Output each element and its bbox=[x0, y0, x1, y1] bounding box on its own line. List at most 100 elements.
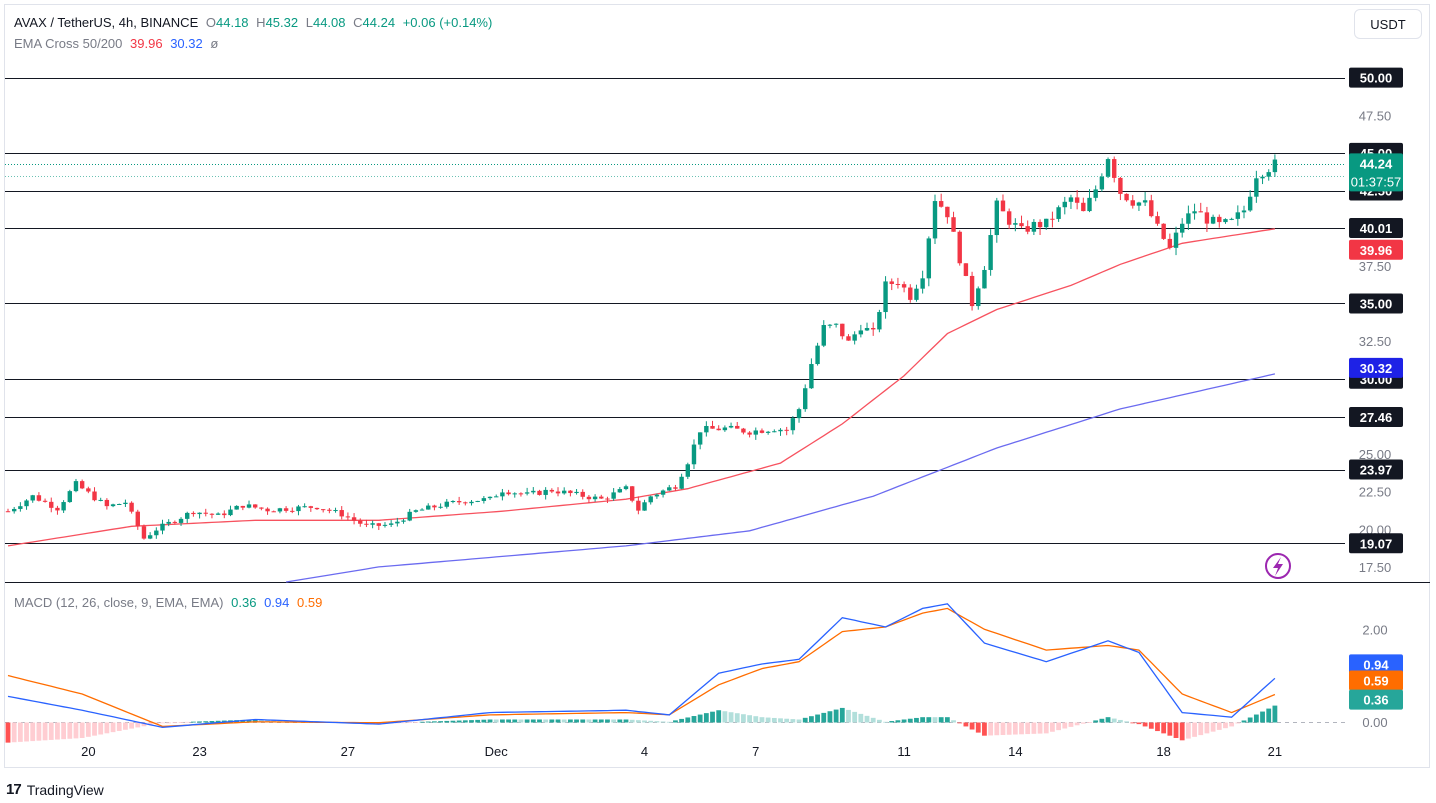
countdown-text: 01:37:57 bbox=[1351, 174, 1402, 189]
macd-hist-bar bbox=[432, 721, 437, 723]
macd-hist-bar bbox=[1050, 722, 1055, 732]
ema50-badge-bg bbox=[1349, 239, 1403, 260]
candle-body bbox=[222, 513, 227, 516]
candle-body bbox=[308, 506, 314, 508]
macd-hist-bar bbox=[469, 720, 474, 723]
macd-hist-bar bbox=[642, 720, 647, 723]
macd-hist-bar bbox=[895, 720, 901, 723]
macd-hist-bar bbox=[481, 719, 487, 723]
macd-hist-bar bbox=[153, 722, 159, 724]
macd-hist-bar bbox=[833, 709, 839, 723]
candle-body bbox=[197, 512, 202, 515]
candle-body bbox=[444, 501, 449, 507]
candle-body bbox=[790, 418, 796, 431]
ema-label[interactable]: EMA Cross 50/200 bbox=[14, 36, 123, 51]
candle-body bbox=[549, 489, 555, 492]
macd-line bbox=[7, 603, 1276, 729]
candle-body bbox=[629, 486, 635, 501]
candle-body bbox=[55, 507, 60, 511]
macd-hist-bar bbox=[1000, 722, 1006, 735]
candle-body bbox=[215, 513, 221, 515]
candle-body bbox=[1241, 210, 1247, 213]
candle-body bbox=[358, 520, 363, 524]
level-badge-text: 27.46 bbox=[1360, 410, 1393, 425]
macd-hist-bar bbox=[36, 722, 42, 741]
macd-hist-bar bbox=[543, 719, 549, 723]
macd-hist-bar bbox=[784, 718, 790, 723]
macd-hist-bar bbox=[963, 722, 969, 727]
level-badge-bg bbox=[1349, 533, 1403, 554]
currency-button[interactable]: USDT bbox=[1354, 9, 1422, 39]
macd-hist-bar bbox=[203, 721, 209, 723]
macd-hist-bar bbox=[1229, 722, 1235, 727]
candle-body bbox=[1161, 223, 1166, 239]
macd-hist-bar bbox=[703, 713, 709, 723]
macd-hist-bar bbox=[555, 719, 561, 723]
candle-body bbox=[512, 493, 517, 495]
candle-body bbox=[1272, 159, 1278, 173]
hist-badge-bg bbox=[1349, 689, 1403, 710]
macd-hist-bar bbox=[537, 719, 542, 723]
candle-body bbox=[61, 502, 66, 511]
candle-body bbox=[735, 425, 740, 429]
macd-hist-bar bbox=[1241, 720, 1247, 723]
macd-hist-bar bbox=[753, 716, 759, 723]
candle-body bbox=[203, 512, 208, 514]
candle-body bbox=[741, 428, 746, 433]
macd-hist-bar bbox=[815, 714, 820, 723]
level-badge-text: 40.01 bbox=[1360, 221, 1393, 236]
macd-signal-line bbox=[7, 607, 1276, 728]
macd-hist-bar bbox=[710, 711, 715, 723]
macd-hist-bar bbox=[518, 719, 524, 723]
candle-body bbox=[24, 500, 29, 507]
low-price: L44.08 bbox=[305, 15, 346, 30]
macd-hist-bar bbox=[580, 719, 586, 723]
candle-body bbox=[506, 492, 511, 495]
macd-hist-bar bbox=[1260, 711, 1265, 723]
candle-body bbox=[543, 489, 548, 495]
price-tick-label: 25.00 bbox=[1359, 447, 1392, 462]
candle-body bbox=[889, 281, 894, 284]
macd-hist-bar bbox=[1223, 722, 1228, 729]
candle-body bbox=[1229, 218, 1234, 220]
price-badges: 50.0045.0042.5040.0135.0030.0027.4623.97… bbox=[1349, 67, 1403, 710]
ema50-badge: 39.96 bbox=[1349, 239, 1403, 260]
macd-pane bbox=[5, 603, 1345, 743]
lightning-icon[interactable] bbox=[1265, 553, 1291, 579]
macd-hist-bar bbox=[42, 722, 48, 741]
level-badge-bg bbox=[1349, 218, 1403, 239]
candle-body bbox=[1180, 223, 1185, 233]
candle-body bbox=[1013, 223, 1018, 225]
macd-hist-bar bbox=[864, 715, 870, 723]
symbol-title[interactable]: AVAX / TetherUS, 4h, BINANCE bbox=[14, 15, 199, 30]
macd-label[interactable]: MACD (12, 26, close, 9, EMA, EMA) bbox=[14, 595, 224, 610]
candle-body bbox=[419, 509, 425, 511]
macd-hist-bar bbox=[728, 712, 734, 723]
candle-body bbox=[1260, 176, 1265, 179]
candle-body bbox=[154, 530, 159, 536]
macd-hist-bar bbox=[982, 722, 987, 736]
candle-body bbox=[11, 508, 17, 512]
candle-body bbox=[413, 510, 419, 512]
macd-hist-bar bbox=[778, 718, 783, 723]
candle-body bbox=[969, 275, 975, 307]
macd-hist-bar bbox=[55, 722, 60, 740]
macd-hist-bar bbox=[1019, 722, 1024, 735]
candle-body bbox=[1124, 193, 1129, 201]
candle-body bbox=[42, 500, 48, 502]
macd-hist-bar bbox=[796, 719, 802, 723]
candle-body bbox=[333, 510, 338, 512]
macd-hist-bar bbox=[1272, 705, 1278, 723]
ema50-badge-text: 39.96 bbox=[1360, 243, 1393, 258]
macd-hist-bar bbox=[160, 722, 165, 724]
candle-body bbox=[320, 509, 326, 511]
macd-hist-bar bbox=[852, 711, 858, 723]
candle-body bbox=[1037, 221, 1043, 228]
macd-hist-bar bbox=[1006, 722, 1012, 735]
candle-body bbox=[79, 481, 85, 489]
macd-hist-bar bbox=[679, 718, 685, 723]
candle-body bbox=[147, 535, 153, 539]
level-badge: 23.97 bbox=[1349, 459, 1403, 480]
brand-logo[interactable]: 17 TradingView bbox=[6, 781, 104, 798]
